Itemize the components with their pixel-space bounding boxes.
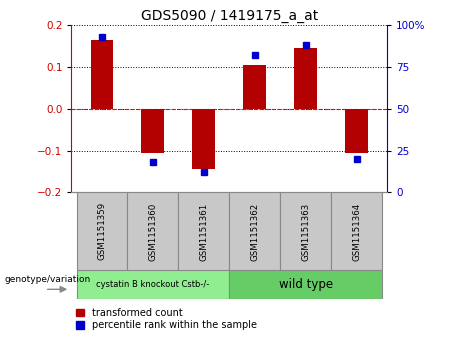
Bar [142, 109, 165, 153]
Bar [192, 109, 215, 170]
Bar [280, 192, 331, 270]
Legend: transformed count, percentile rank within the sample: transformed count, percentile rank withi… [77, 308, 257, 330]
Bar [345, 109, 368, 153]
Bar [229, 192, 280, 270]
Text: genotype/variation: genotype/variation [5, 275, 91, 284]
Text: GSM1151360: GSM1151360 [148, 202, 158, 261]
Bar [178, 192, 229, 270]
Bar [331, 192, 382, 270]
Bar [77, 270, 229, 299]
Bar [77, 192, 128, 270]
Text: GSM1151359: GSM1151359 [98, 202, 106, 261]
Text: cystatin B knockout Cstb-/-: cystatin B knockout Cstb-/- [96, 281, 210, 289]
Text: GSM1151362: GSM1151362 [250, 202, 260, 261]
Text: GSM1151361: GSM1151361 [199, 202, 208, 261]
Text: GSM1151363: GSM1151363 [301, 202, 310, 261]
Text: GSM1151364: GSM1151364 [352, 202, 361, 261]
Bar [294, 48, 317, 109]
Bar [229, 270, 382, 299]
Bar [128, 192, 178, 270]
Bar [243, 65, 266, 109]
Text: wild type: wild type [279, 278, 333, 291]
Title: GDS5090 / 1419175_a_at: GDS5090 / 1419175_a_at [141, 9, 318, 23]
Bar [90, 40, 113, 109]
